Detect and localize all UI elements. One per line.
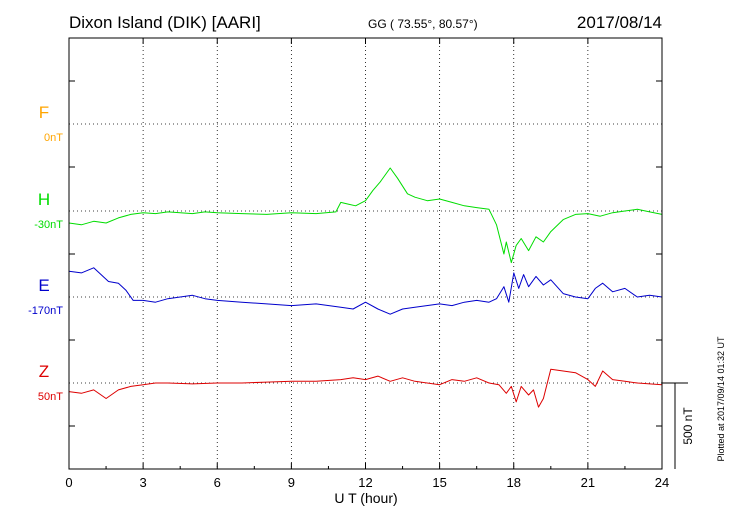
x-tick-label: 15 [432,475,446,490]
x-tick-label: 21 [581,475,595,490]
date-label: 2017/08/14 [577,13,662,32]
channel-label-H: H [38,190,50,209]
channel-labels: F 0nT H -30nT E -170nT Z 50nT [28,103,63,403]
station-coords: GG ( 73.55°, 80.57°) [368,17,478,31]
x-tick-label: 6 [214,475,221,490]
x-axis-label: U T (hour) [334,490,397,506]
scale-bar-label: 500 nT [681,407,695,445]
series-line-Z [68,368,663,408]
x-tick-label: 0 [65,475,72,490]
x-tick-label: 12 [358,475,372,490]
x-tick-label: 18 [507,475,521,490]
series-line-H [68,167,663,264]
channel-offset-E: -170nT [28,305,63,317]
station-title: Dixon Island (DIK) [AARI] [69,13,261,32]
plotted-timestamp: Plotted at 2017/09/14 01:32 UT [716,336,726,462]
series-line-E [68,267,663,315]
channel-label-E: E [38,276,49,295]
scale-bar: 500 nT [662,382,695,469]
x-tick-label: 9 [288,475,295,490]
x-tick-label: 3 [140,475,147,490]
series-lines [68,167,663,408]
channel-offset-Z: 50nT [38,391,63,403]
channel-label-Z: Z [39,362,49,381]
grid [69,38,662,469]
channel-label-F: F [39,103,49,122]
channel-offset-H: -30nT [34,219,63,231]
channel-offset-F: 0nT [44,132,63,144]
x-axis: 0 3 6 9 12 15 18 21 24 [65,38,669,490]
x-tick-label: 24 [655,475,669,490]
